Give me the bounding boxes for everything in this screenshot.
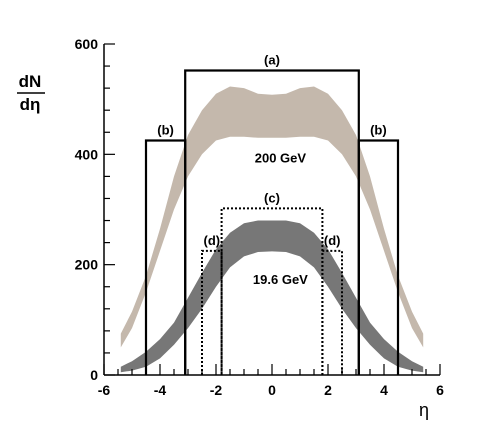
x-tick-label: 2 <box>324 382 332 398</box>
band-19-6-gev <box>120 220 424 373</box>
region-label-3: (c) <box>264 190 280 205</box>
x-tick-label: -4 <box>154 382 167 398</box>
y-axis-label: dN dη <box>17 72 45 114</box>
bands-layer <box>120 86 424 373</box>
y-tick-label: 600 <box>75 36 99 52</box>
x-tick-label: 6 <box>436 382 444 398</box>
region-d-4 <box>201 249 223 375</box>
region-c-3 <box>220 207 324 375</box>
energy-annotation-0: 200 GeV <box>255 151 307 166</box>
region-b-2 <box>357 139 400 375</box>
x-tick-label: 4 <box>380 382 388 398</box>
region-label-1: (b) <box>157 123 174 138</box>
y-axis-label-numerator: dN <box>19 72 42 91</box>
x-tick-label: 0 <box>268 382 276 398</box>
region-d-5 <box>321 249 343 375</box>
region-label-5: (d) <box>324 233 341 248</box>
y-axis-label-denominator: dη <box>20 95 41 114</box>
x-tick-label: -2 <box>210 382 223 398</box>
y-tick-label: 400 <box>75 146 99 162</box>
x-axis-label: η <box>419 400 429 420</box>
region-label-0: (a) <box>264 53 280 68</box>
x-tick-label: -6 <box>98 382 111 398</box>
region-label-4: (d) <box>203 233 220 248</box>
energy-annotation-1: 19.6 GeV <box>253 272 308 287</box>
y-tick-label: 200 <box>75 257 99 273</box>
y-tick-label: 0 <box>90 367 98 383</box>
axes-layer: -6 -4 -2 0 2 4 6 0 200 400 600 <box>75 36 444 398</box>
region-label-2: (b) <box>370 123 387 138</box>
regions-layer: (a) (b) (b) (c) (d) (d) <box>144 53 400 375</box>
band-200-gev <box>120 86 424 348</box>
region-b-1 <box>144 139 187 375</box>
annotations-layer: 200 GeV 19.6 GeV <box>253 151 308 287</box>
